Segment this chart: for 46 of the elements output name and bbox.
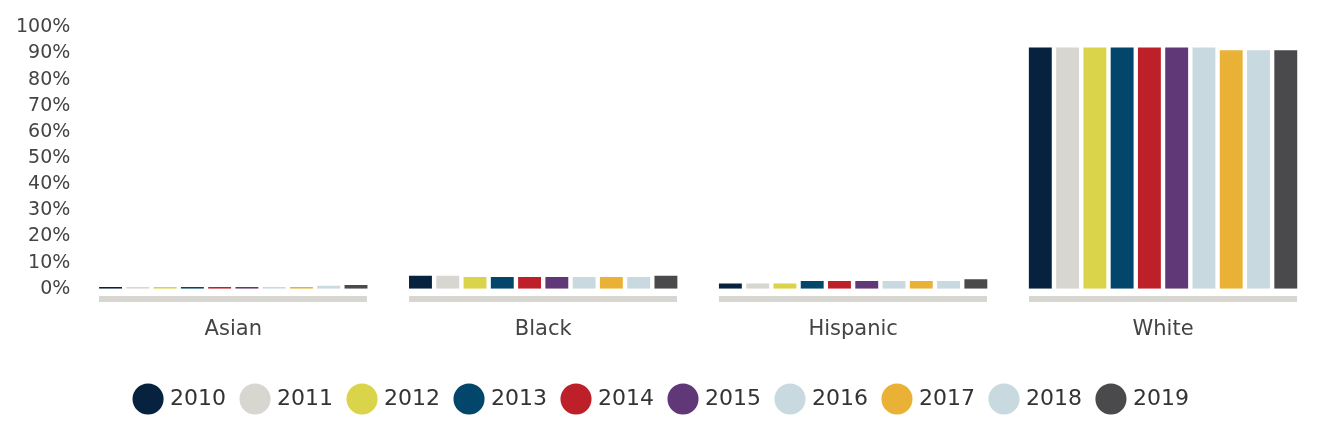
- bar: [1247, 50, 1270, 289]
- bar: [518, 277, 542, 289]
- bar: [1110, 47, 1134, 289]
- bar: [490, 277, 514, 289]
- bar: [463, 277, 487, 289]
- y-tick-label: 30%: [28, 197, 71, 220]
- legend-label: 2017: [918, 384, 975, 410]
- y-tick-label: 100%: [15, 14, 71, 37]
- y-tick-label: 80%: [28, 66, 71, 89]
- bar: [409, 275, 432, 289]
- bar: [572, 277, 596, 289]
- x-tick-label: Black: [514, 315, 573, 340]
- y-tick-label: 70%: [28, 92, 71, 115]
- x-tick-label: White: [1132, 315, 1194, 340]
- bar: [1192, 47, 1216, 289]
- bar: [545, 277, 569, 289]
- y-tick-label: 90%: [28, 40, 71, 63]
- legend-label: 2013: [491, 384, 548, 410]
- legend-label: 2018: [1025, 384, 1082, 410]
- legend-label: 2010: [170, 384, 227, 410]
- bar: [1028, 47, 1052, 289]
- bar: [1137, 47, 1161, 289]
- bar: [436, 275, 460, 289]
- bar: [964, 279, 988, 289]
- bar: [599, 277, 623, 289]
- bar: [1219, 50, 1243, 289]
- bar: [1056, 47, 1080, 289]
- x-tick-label: Hispanic: [808, 315, 898, 340]
- legend-label: 2014: [598, 384, 655, 410]
- y-tick-label: 60%: [28, 118, 71, 141]
- y-tick-label: 0%: [40, 275, 71, 298]
- bar: [1165, 47, 1189, 289]
- legend-label: 2019: [1132, 384, 1189, 410]
- bar: [1274, 50, 1298, 289]
- legend-label: 2016: [811, 384, 868, 410]
- x-tick-label: Asian: [204, 315, 262, 340]
- y-tick-label: 40%: [28, 171, 71, 194]
- bar: [1083, 47, 1107, 289]
- bar: [627, 277, 651, 289]
- y-tick-label: 10%: [28, 249, 71, 272]
- bar: [654, 275, 678, 289]
- y-tick-label: 50%: [28, 145, 71, 168]
- legend-label: 2011: [277, 384, 334, 410]
- legend-label: 2015: [705, 384, 761, 410]
- y-tick-label: 20%: [28, 223, 71, 246]
- legend-label: 2012: [384, 384, 441, 410]
